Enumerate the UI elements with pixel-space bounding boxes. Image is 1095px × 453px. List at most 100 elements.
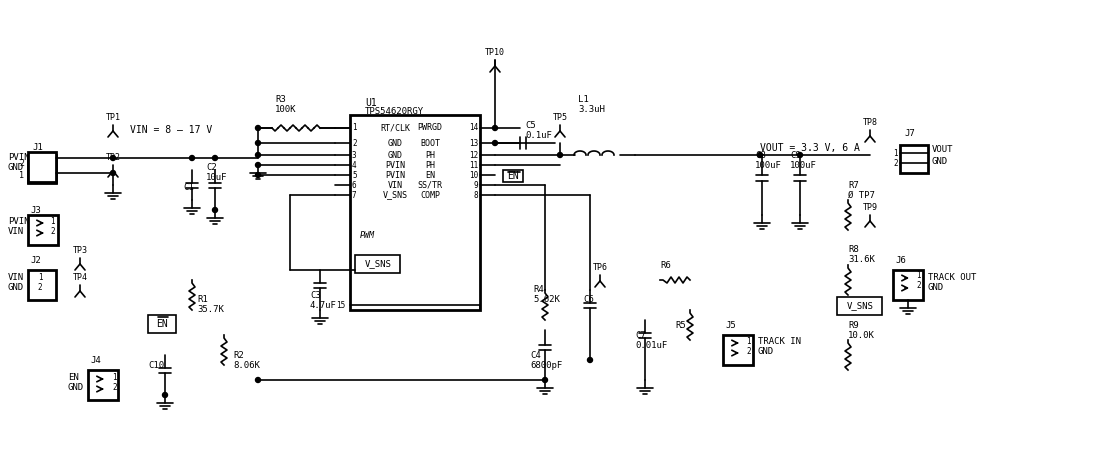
Text: GND: GND xyxy=(932,158,948,167)
Bar xyxy=(88,370,118,400)
Text: 31.6K: 31.6K xyxy=(848,255,875,265)
Text: TP6: TP6 xyxy=(592,263,608,272)
Text: 8: 8 xyxy=(473,191,479,199)
Text: PH: PH xyxy=(425,150,435,159)
Text: J5: J5 xyxy=(725,321,736,330)
Text: 1: 1 xyxy=(351,124,357,132)
Text: EN: EN xyxy=(507,171,519,181)
Text: GND: GND xyxy=(388,150,403,159)
Text: J1: J1 xyxy=(32,144,43,153)
Bar xyxy=(350,115,480,310)
Text: TRACK OUT: TRACK OUT xyxy=(927,273,977,281)
Bar xyxy=(355,255,400,273)
Text: R4: R4 xyxy=(533,285,544,294)
Text: TP5: TP5 xyxy=(553,113,567,122)
Text: 4.7uF: 4.7uF xyxy=(310,300,337,309)
Text: 8.06K: 8.06K xyxy=(233,361,260,370)
Circle shape xyxy=(111,170,115,175)
Text: 100uF: 100uF xyxy=(789,160,817,169)
Text: 5: 5 xyxy=(351,170,357,179)
Text: 1: 1 xyxy=(19,170,24,179)
Text: 15: 15 xyxy=(336,300,345,309)
Text: EN: EN xyxy=(425,170,435,179)
Bar xyxy=(900,145,927,173)
Text: PVIN: PVIN xyxy=(8,154,30,163)
Text: TP4: TP4 xyxy=(72,273,88,282)
Text: TPS54620RGY: TPS54620RGY xyxy=(365,106,424,116)
Circle shape xyxy=(493,140,497,145)
Text: 14: 14 xyxy=(469,124,479,132)
Text: 11: 11 xyxy=(469,160,479,169)
Circle shape xyxy=(758,153,762,158)
Text: VIN = 8 – 17 V: VIN = 8 – 17 V xyxy=(130,125,212,135)
Text: PWRGD: PWRGD xyxy=(417,124,442,132)
Text: J6: J6 xyxy=(895,256,906,265)
Text: 1: 1 xyxy=(746,337,751,346)
Text: 6: 6 xyxy=(351,180,357,189)
Circle shape xyxy=(255,173,261,178)
Text: 7: 7 xyxy=(351,191,357,199)
Text: R5: R5 xyxy=(675,321,685,329)
Text: TP9: TP9 xyxy=(863,203,877,212)
Text: VIN: VIN xyxy=(388,180,403,189)
Text: R9: R9 xyxy=(848,321,858,329)
Circle shape xyxy=(557,153,563,158)
Text: 12: 12 xyxy=(469,150,479,159)
Text: C8: C8 xyxy=(754,150,765,159)
Bar xyxy=(723,335,753,365)
Text: 100K: 100K xyxy=(275,106,297,115)
Text: BOOT: BOOT xyxy=(420,139,440,148)
Text: 2: 2 xyxy=(19,159,24,168)
Text: 10.0K: 10.0K xyxy=(848,331,875,339)
Text: 6800pF: 6800pF xyxy=(530,361,562,370)
Circle shape xyxy=(189,155,195,160)
Text: SS/TR: SS/TR xyxy=(417,180,442,189)
Text: C4: C4 xyxy=(530,351,541,360)
Text: TP10: TP10 xyxy=(485,48,505,57)
Text: COMP: COMP xyxy=(420,191,440,199)
Text: 10: 10 xyxy=(469,170,479,179)
Text: R6: R6 xyxy=(660,260,671,270)
Circle shape xyxy=(255,163,261,168)
Text: J4: J4 xyxy=(90,356,101,365)
Text: TP3: TP3 xyxy=(72,246,88,255)
Text: 4: 4 xyxy=(351,160,357,169)
Text: 5.62K: 5.62K xyxy=(533,295,560,304)
Text: R7: R7 xyxy=(848,180,858,189)
Circle shape xyxy=(212,207,218,212)
Text: 3: 3 xyxy=(351,150,357,159)
Text: 100uF: 100uF xyxy=(754,160,782,169)
Bar xyxy=(894,270,923,300)
Text: 0.1uF: 0.1uF xyxy=(525,130,552,140)
Text: 2: 2 xyxy=(50,226,55,236)
Text: GND: GND xyxy=(8,164,24,173)
Text: V_SNS: V_SNS xyxy=(382,191,407,199)
Text: C3: C3 xyxy=(310,290,321,299)
Circle shape xyxy=(255,153,261,158)
Bar xyxy=(503,170,523,182)
Circle shape xyxy=(542,377,548,382)
Text: R3: R3 xyxy=(275,96,286,105)
Text: R2: R2 xyxy=(233,351,244,360)
Text: TP1: TP1 xyxy=(105,113,120,122)
Text: GND: GND xyxy=(758,347,774,357)
Text: TRACK IN: TRACK IN xyxy=(758,337,802,347)
Text: R1: R1 xyxy=(197,295,208,304)
Text: V_SNS: V_SNS xyxy=(365,260,391,269)
Text: J2: J2 xyxy=(30,256,41,265)
Text: GND: GND xyxy=(68,384,84,392)
Text: 2: 2 xyxy=(351,139,357,148)
Text: 1: 1 xyxy=(917,271,921,280)
Bar xyxy=(148,315,176,333)
Text: 9: 9 xyxy=(473,180,479,189)
Text: VOUT = 3.3 V, 6 A: VOUT = 3.3 V, 6 A xyxy=(760,143,860,153)
Circle shape xyxy=(162,392,168,397)
Circle shape xyxy=(255,377,261,382)
Text: GND: GND xyxy=(927,283,944,291)
Text: 1: 1 xyxy=(894,149,898,158)
Text: 2: 2 xyxy=(746,347,751,356)
Circle shape xyxy=(255,140,261,145)
Text: 0.01uF: 0.01uF xyxy=(635,341,667,350)
Text: 1: 1 xyxy=(37,273,43,281)
Text: RT/CLK: RT/CLK xyxy=(380,124,410,132)
